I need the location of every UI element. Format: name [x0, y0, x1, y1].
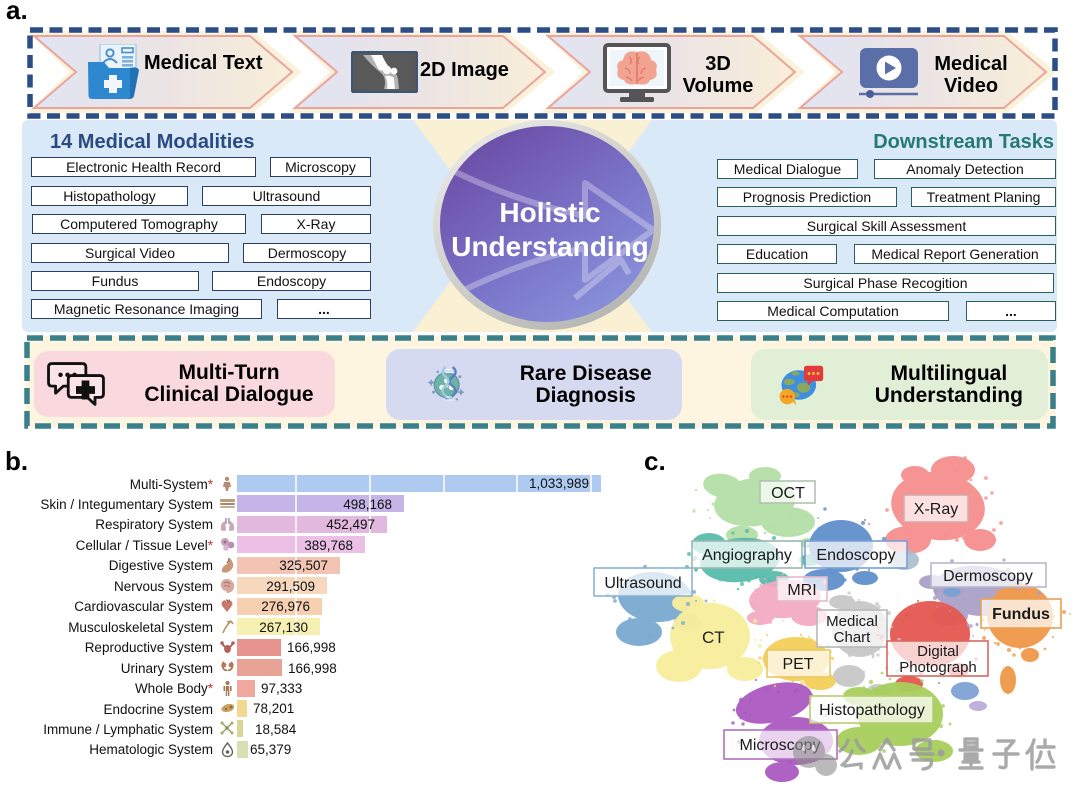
svg-text:Digital: Digital: [917, 643, 959, 660]
svg-text:Medical: Medical: [826, 613, 878, 630]
svg-text:Endoscopy: Endoscopy: [816, 547, 895, 564]
svg-text:Chart: Chart: [834, 629, 872, 646]
svg-text:OCT: OCT: [771, 485, 805, 502]
svg-text:CT: CT: [702, 628, 725, 647]
svg-text:MRI: MRI: [787, 582, 816, 599]
svg-text:Ultrasound: Ultrasound: [604, 575, 681, 592]
svg-text:Dermoscopy: Dermoscopy: [943, 568, 1033, 585]
svg-text:X-Ray: X-Ray: [914, 501, 958, 518]
svg-text:Angiography: Angiography: [702, 547, 792, 564]
svg-text:PET: PET: [782, 656, 813, 673]
svg-text:Fundus: Fundus: [992, 606, 1050, 623]
svg-text:Photograph: Photograph: [899, 659, 977, 676]
svg-text:Histopathology: Histopathology: [819, 702, 925, 719]
